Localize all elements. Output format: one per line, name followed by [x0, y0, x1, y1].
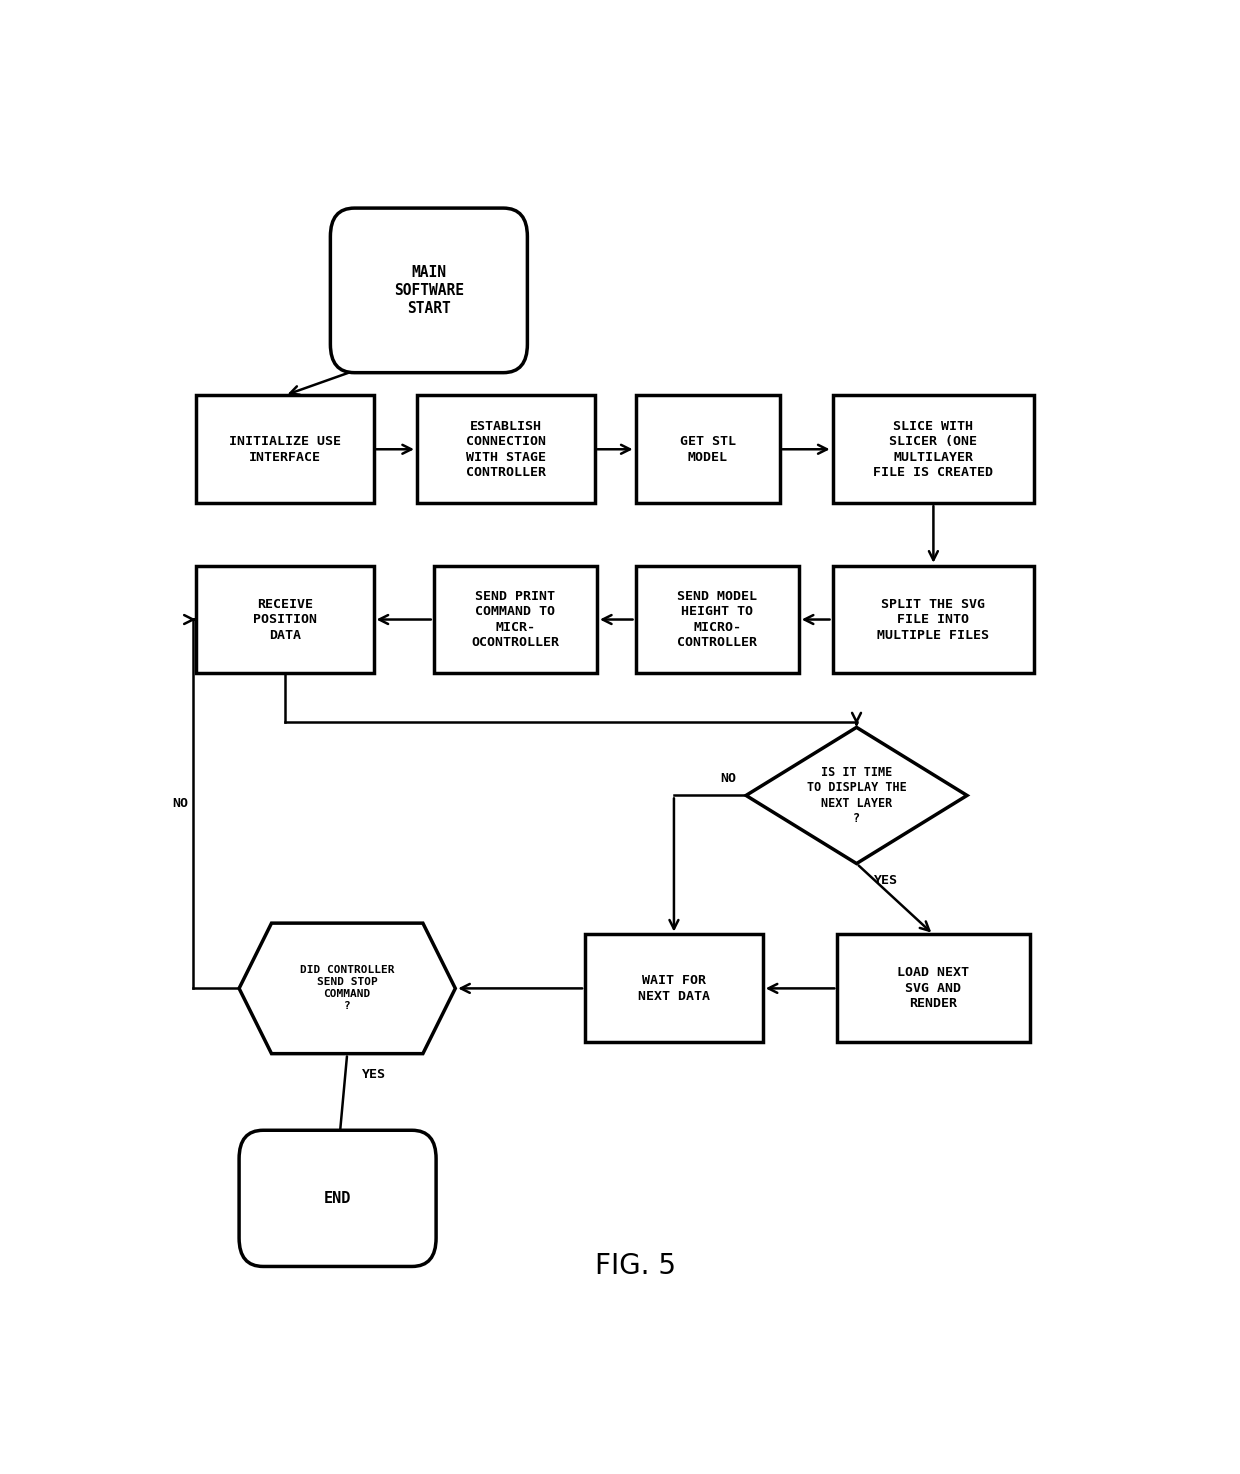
FancyBboxPatch shape [434, 566, 596, 674]
FancyBboxPatch shape [196, 395, 373, 503]
Text: SLICE WITH
SLICER (ONE
MULTILAYER
FILE IS CREATED: SLICE WITH SLICER (ONE MULTILAYER FILE I… [873, 420, 993, 479]
Text: SEND PRINT
COMMAND TO
MICR-
OCONTROLLER: SEND PRINT COMMAND TO MICR- OCONTROLLER [471, 590, 559, 649]
FancyBboxPatch shape [330, 208, 527, 373]
Text: INITIALIZE USE
INTERFACE: INITIALIZE USE INTERFACE [228, 435, 341, 463]
FancyBboxPatch shape [837, 935, 1029, 1042]
Text: YES: YES [362, 1067, 386, 1080]
Polygon shape [746, 727, 967, 864]
Text: YES: YES [874, 874, 898, 887]
Text: MAIN
SOFTWARE
START: MAIN SOFTWARE START [394, 265, 464, 315]
FancyBboxPatch shape [239, 1131, 436, 1266]
Text: END: END [324, 1191, 351, 1206]
Text: DID CONTROLLER
SEND STOP
COMMAND
?: DID CONTROLLER SEND STOP COMMAND ? [300, 965, 394, 1011]
FancyBboxPatch shape [832, 566, 1034, 674]
FancyBboxPatch shape [585, 935, 763, 1042]
Text: WAIT FOR
NEXT DATA: WAIT FOR NEXT DATA [637, 974, 711, 1002]
FancyBboxPatch shape [417, 395, 595, 503]
Polygon shape [239, 923, 455, 1054]
Text: SPLIT THE SVG
FILE INTO
MULTIPLE FILES: SPLIT THE SVG FILE INTO MULTIPLE FILES [878, 597, 990, 641]
FancyBboxPatch shape [196, 566, 373, 674]
Text: LOAD NEXT
SVG AND
RENDER: LOAD NEXT SVG AND RENDER [898, 967, 970, 1010]
Text: NO: NO [720, 772, 737, 786]
Text: NO: NO [172, 797, 188, 811]
Text: RECEIVE
POSITION
DATA: RECEIVE POSITION DATA [253, 597, 316, 641]
Text: IS IT TIME
TO DISPLAY THE
NEXT LAYER
?: IS IT TIME TO DISPLAY THE NEXT LAYER ? [807, 765, 906, 825]
Text: SEND MODEL
HEIGHT TO
MICRO-
CONTROLLER: SEND MODEL HEIGHT TO MICRO- CONTROLLER [677, 590, 758, 649]
Text: FIG. 5: FIG. 5 [595, 1253, 676, 1281]
Text: GET STL
MODEL: GET STL MODEL [680, 435, 735, 463]
FancyBboxPatch shape [635, 395, 780, 503]
FancyBboxPatch shape [635, 566, 799, 674]
FancyBboxPatch shape [832, 395, 1034, 503]
Text: ESTABLISH
CONNECTION
WITH STAGE
CONTROLLER: ESTABLISH CONNECTION WITH STAGE CONTROLL… [466, 420, 546, 479]
